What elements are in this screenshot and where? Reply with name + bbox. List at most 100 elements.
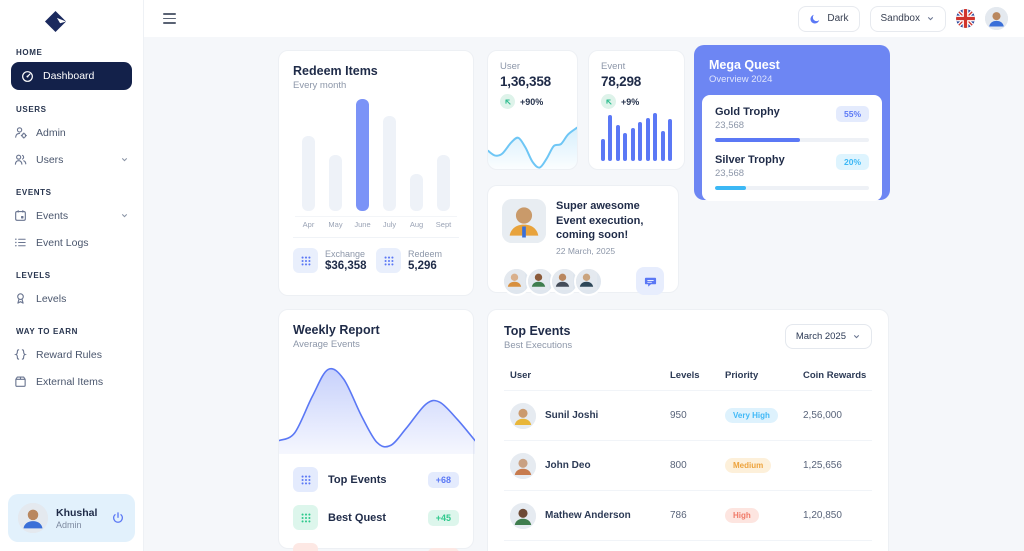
bar-column (430, 99, 457, 211)
quest-item-silver: Silver Trophy 23,568 20% (715, 154, 869, 190)
stat-value: 1,36,358 (500, 74, 551, 89)
chat-button[interactable] (636, 267, 664, 296)
grid-dots-icon (293, 505, 318, 530)
priority-badge: High (725, 508, 759, 523)
priority-badge: Very High (725, 408, 778, 423)
coin-rewards-value: 1,25,656 (803, 460, 842, 471)
sidebar-item-label: External Items (36, 375, 104, 388)
card-subtitle: Average Events (293, 339, 360, 350)
sidebar-item-event-logs[interactable]: Event Logs (0, 229, 143, 256)
priority-badge: Medium (725, 458, 772, 473)
bar (410, 174, 423, 211)
braces-icon (14, 349, 27, 360)
coin-rewards-value: 1,20,850 (803, 510, 842, 521)
progress-track (715, 186, 869, 190)
bar-column (629, 113, 637, 161)
avatar (985, 7, 1008, 30)
sidebar-item-dashboard[interactable]: Dashboard (11, 62, 132, 90)
announcement-image (502, 199, 546, 243)
stat-label: Exchange (325, 249, 366, 259)
sidebar-item-users[interactable]: Users (0, 146, 143, 173)
bar (608, 115, 613, 161)
user-sparkline-chart (488, 121, 577, 169)
sidebar-item-external-items[interactable]: External Items (0, 368, 143, 395)
weekly-item-label: Best Quest (328, 511, 387, 524)
levels-value: 950 (670, 410, 687, 421)
bar (623, 133, 628, 161)
weekly-report-card: Weekly Report Average Events Top Events … (278, 309, 475, 551)
bar-column (599, 113, 607, 161)
bar (615, 125, 620, 161)
grid-dots-icon (293, 543, 318, 551)
profile-name: Khushal (56, 506, 98, 519)
sandbox-dropdown[interactable]: Sandbox (869, 5, 946, 32)
sidebar-item-reward-rules[interactable]: Reward Rules (0, 341, 143, 368)
avatar (510, 452, 536, 479)
bar-column (644, 113, 652, 161)
stat-delta: +90% (500, 94, 565, 109)
table-row: Sunil Joshi 950 Very High 2,56,000 (504, 390, 872, 440)
dark-mode-label: Dark (827, 13, 849, 24)
language-flag-button[interactable] (956, 9, 975, 28)
sidebar-item-label: Admin (36, 126, 66, 139)
chat-bubble-icon (644, 277, 656, 287)
sidebar-item-admin[interactable]: Admin (0, 119, 143, 146)
avatar (18, 503, 48, 533)
axis-label: May (328, 220, 343, 229)
participant-avatars (502, 266, 603, 296)
avatar (510, 402, 536, 429)
weekly-item-top-events: Top Events +68 (293, 467, 459, 492)
bar (653, 113, 658, 161)
redeem-bar-chart (295, 99, 457, 211)
sidebar-item-label: Events (36, 209, 69, 222)
user-avatar-button[interactable] (985, 7, 1008, 30)
column-header: Levels (670, 370, 700, 381)
card-title: Mega Quest (709, 58, 780, 72)
stat-label: User (500, 61, 521, 72)
dark-mode-button[interactable]: Dark (798, 5, 860, 32)
card-title: Top Events (504, 324, 571, 338)
bar-column (652, 113, 660, 161)
hamburger-menu-icon[interactable] (159, 9, 180, 28)
axis-label: June (354, 220, 371, 229)
stat-label: Event (601, 61, 626, 72)
delta-value: +90% (520, 96, 544, 107)
avatar (526, 266, 555, 296)
column-header: Priority (725, 370, 759, 381)
card-subtitle: Every month (293, 80, 347, 91)
grid-dots-icon (293, 248, 318, 273)
announcement-date: 22 March, 2025 (556, 245, 616, 256)
bar (329, 155, 342, 211)
table-header: User Levels Priority Coin Rewards (504, 364, 872, 390)
bar (660, 131, 665, 161)
bar-column (667, 113, 675, 161)
mega-quest-card: Mega Quest Overview 2024 Gold Trophy 23,… (694, 45, 890, 201)
grid-dots-icon (376, 248, 401, 273)
sidebar-item-levels[interactable]: Levels (0, 285, 143, 312)
weekly-item-label: Top Events (328, 473, 387, 486)
sidebar-item-label: Users (36, 153, 64, 166)
card-subtitle: Overview 2024 (709, 74, 773, 85)
section-label-levels: LEVELS (16, 271, 51, 280)
list-icon (15, 238, 26, 247)
stat-label: Redeem (408, 249, 443, 259)
profile-card[interactable]: Khushal Admin (8, 494, 135, 542)
section-label-events: EVENTS (16, 188, 52, 197)
bar (645, 117, 650, 161)
progress-fill (715, 138, 800, 142)
levels-value: 800 (670, 460, 687, 471)
sidebar-item-events[interactable]: Events (0, 202, 143, 229)
month-filter-dropdown[interactable]: March 2025 (784, 324, 872, 349)
profile-role: Admin (56, 519, 82, 530)
weekly-item-badge: +68 (427, 471, 459, 488)
calendar-icon (15, 210, 26, 221)
power-icon[interactable] (111, 511, 125, 525)
announcement-title: Super awesome Event execution, coming so… (556, 200, 644, 242)
chevron-down-icon (927, 17, 934, 21)
app-logo[interactable] (0, 0, 143, 33)
trend-up-icon (601, 94, 616, 109)
grid-dots-icon (293, 467, 318, 492)
bar-column (376, 99, 403, 211)
column-header: User (510, 370, 532, 381)
award-icon (17, 293, 24, 304)
